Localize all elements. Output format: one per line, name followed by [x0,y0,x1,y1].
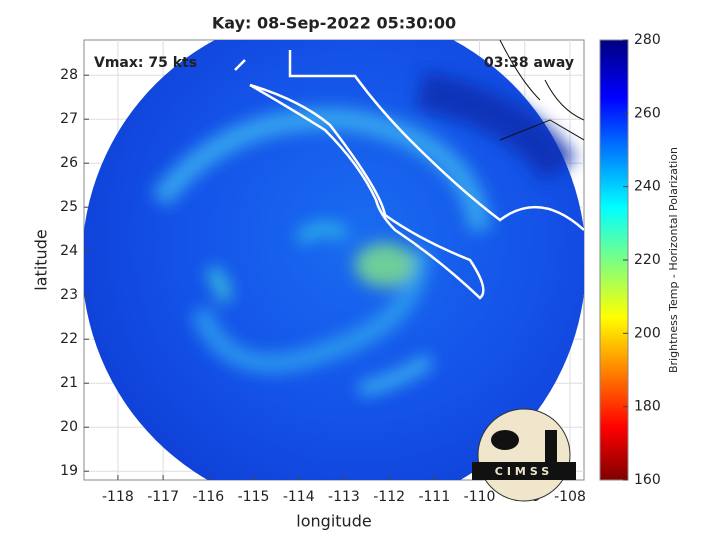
y-tick-label: 28 [60,67,78,83]
x-tick-label: -117 [147,489,179,505]
colorbar-tick-label: 220 [634,252,661,268]
y-tick-label: 27 [60,111,78,127]
y-tick-label: 22 [60,331,78,347]
colorbar-tick-label: 280 [634,32,661,48]
y-tick-label: 25 [60,199,78,215]
x-tick-label: -110 [464,489,496,505]
x-tick-label: -118 [102,489,134,505]
y-tick-label: 21 [60,375,78,391]
x-tick-label: -115 [238,489,270,505]
x-tick-label: -113 [328,489,360,505]
x-label: longitude [296,512,371,531]
colorbar-tick-label: 200 [634,325,661,341]
ticks: -118-117-116-115-114-113-112-111-110-109… [60,67,586,505]
y-tick-label: 26 [60,155,78,171]
x-tick-label: -111 [418,489,450,505]
colorbar-ticks: 160 180 200 220 240 260 280 [623,32,661,488]
time-annotation: 03:38 away [484,55,574,71]
x-tick-label: -114 [283,489,315,505]
y-tick-label: 19 [60,463,78,479]
y-tick-label: 23 [60,287,78,303]
x-tick-label: -112 [373,489,405,505]
colorbar-tick-label: 240 [634,179,661,195]
y-tick-label: 20 [60,419,78,435]
logo-text: CIMSS [495,465,553,478]
swath [84,40,584,480]
title: Kay: 08-Sep-2022 05:30:00 [212,14,456,33]
y-label: latitude [32,229,51,290]
colorbar-label: Brightness Temp - Horizontal Polarizatio… [667,147,680,373]
colorbar-tick-label: 180 [634,399,661,415]
x-tick-label: -108 [554,489,586,505]
logo: CIMSS [472,408,576,502]
y-tick-label: 24 [60,243,78,259]
x-tick-label: -116 [192,489,224,505]
colorbar-tick-label: 160 [634,472,661,488]
colorbar-tick-label: 260 [634,105,661,121]
vmax-annotation: Vmax: 75 kts [94,55,197,71]
